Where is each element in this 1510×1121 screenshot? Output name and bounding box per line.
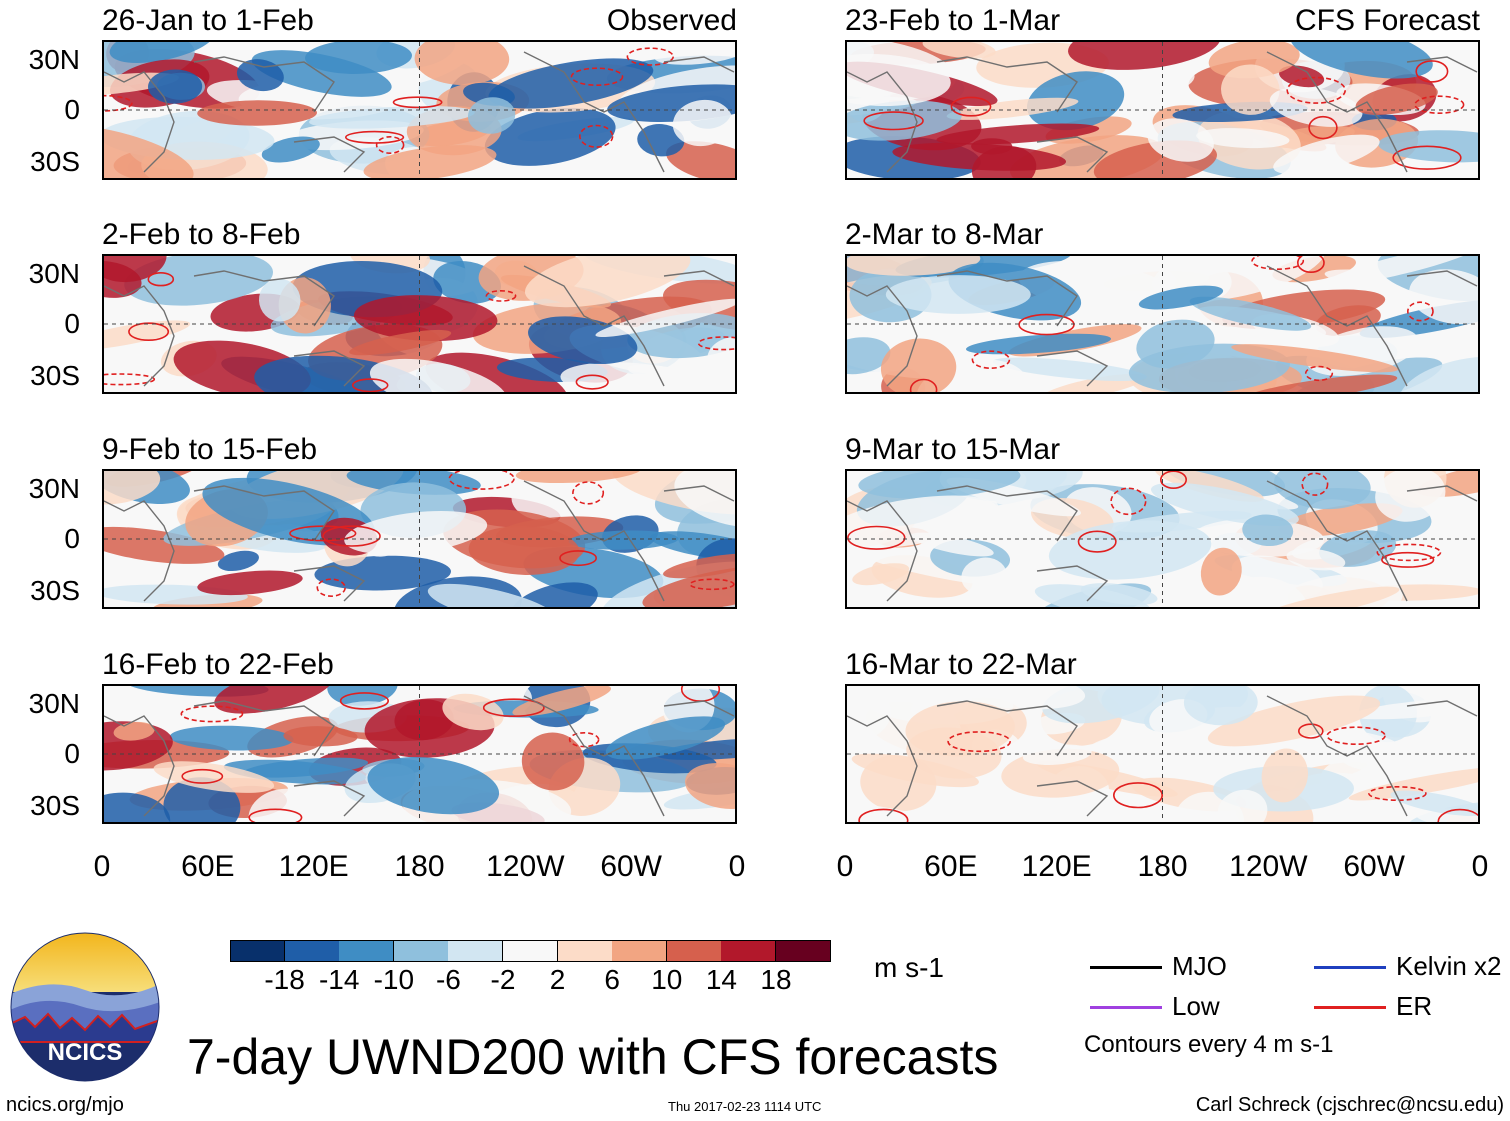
- y-tick-label: 0: [64, 94, 80, 125]
- colorbar-tick-label: 2: [549, 964, 566, 995]
- x-tick-label: 180: [1137, 850, 1188, 883]
- colorbar-swatch: [284, 940, 340, 962]
- y-tick-label: 30N: [28, 258, 80, 289]
- colorbar-swatch: [230, 940, 286, 962]
- panel-column-header: Observed: [606, 4, 737, 37]
- legend-line: [1090, 966, 1162, 969]
- x-tick-label: 60W: [1343, 850, 1405, 883]
- logo-text: NCICS: [48, 1039, 123, 1066]
- legend-line: [1314, 966, 1386, 969]
- panel-map: [102, 254, 737, 394]
- anomaly-field: [104, 686, 735, 822]
- colorbar-tick-label: -18: [264, 964, 305, 995]
- colorbar-swatch: [503, 940, 559, 962]
- x-tick-label: 120W: [1229, 850, 1308, 883]
- colorbar-swatch: [339, 940, 395, 962]
- x-tick-label: 0: [836, 850, 854, 883]
- y-tick-label: 30S: [30, 790, 80, 821]
- panel-period-title: 9-Mar to 15-Mar: [845, 433, 1061, 466]
- anomaly-field: [847, 471, 1478, 607]
- y-tick-label: 0: [64, 738, 80, 769]
- colorbar-tick-label: -6: [435, 964, 461, 995]
- colorbar-swatch: [448, 940, 504, 962]
- x-tick-label: 120E: [278, 850, 349, 883]
- panel-map: [102, 40, 737, 180]
- colorbar-tick-label: -14: [318, 964, 360, 995]
- colorbar-tick-label: -2: [490, 964, 516, 995]
- legend-line: [1314, 1006, 1386, 1009]
- colorbar-tick-label: -10: [373, 964, 415, 995]
- colorbar-units: m s-1: [874, 952, 944, 983]
- panel-column-header: CFS Forecast: [1294, 4, 1480, 37]
- panel-period-title: 9-Feb to 15-Feb: [102, 433, 318, 466]
- colorbar-tick-label: 6: [604, 964, 620, 995]
- credit[interactable]: Carl Schreck (cjschrec@ncsu.edu): [1195, 1094, 1504, 1116]
- x-tick-label: 120W: [486, 850, 565, 883]
- x-tick-label: 180: [394, 850, 445, 883]
- panel-map: [845, 684, 1480, 824]
- x-tick-label: 0: [728, 850, 746, 883]
- panel-map: [102, 469, 737, 609]
- y-tick-label: 30N: [28, 473, 80, 504]
- legend-label: Low: [1172, 991, 1220, 1021]
- colorbar-swatch: [666, 940, 722, 962]
- panel-map: [845, 254, 1480, 394]
- legend-label: MJO: [1172, 951, 1227, 981]
- y-tick-label: 30S: [30, 146, 80, 177]
- panel-period-title: 23-Feb to 1-Mar: [845, 4, 1061, 37]
- ncics-logo: NCICS: [10, 932, 160, 1082]
- panel-period-title: 16-Mar to 22-Mar: [845, 648, 1077, 681]
- panel-map: [845, 40, 1480, 180]
- panel-period-title: 2-Mar to 8-Mar: [845, 218, 1044, 251]
- colorbar-swatch: [393, 940, 449, 962]
- panel-map: [102, 684, 737, 824]
- colorbar-swatch: [557, 940, 613, 962]
- panel-period-title: 26-Jan to 1-Feb: [102, 4, 314, 37]
- colorbar-swatch: [721, 940, 777, 962]
- timestamp: Thu 2017-02-23 1114 UTC: [668, 1099, 822, 1114]
- anomaly-field: [104, 471, 735, 607]
- logo-graphic: NCICS: [10, 932, 160, 1082]
- panel-period-title: 16-Feb to 22-Feb: [102, 648, 334, 681]
- anomaly-field: [104, 256, 735, 392]
- source-url[interactable]: ncics.org/mjo: [6, 1094, 124, 1116]
- x-tick-label: 60E: [924, 850, 978, 883]
- legend-line: [1090, 1006, 1162, 1009]
- anomaly-field: [847, 256, 1478, 392]
- colorbar-tick-label: 14: [705, 964, 737, 995]
- anomaly-field: [847, 686, 1478, 822]
- x-tick-label: 60E: [181, 850, 235, 883]
- y-tick-label: 0: [64, 523, 80, 554]
- anomaly-field: [104, 42, 735, 178]
- x-tick-label: 0: [93, 850, 111, 883]
- panel-map: [845, 469, 1480, 609]
- x-tick-label: 120E: [1021, 850, 1092, 883]
- legend-label: ER: [1396, 991, 1433, 1021]
- figure-title: 7-day UWND200 with CFS forecasts: [187, 1029, 999, 1085]
- y-tick-label: 30S: [30, 575, 80, 606]
- colorbar-swatch: [776, 940, 832, 962]
- x-tick-label: 60W: [600, 850, 662, 883]
- legend-label: Kelvin x2: [1396, 951, 1502, 981]
- panel-period-title: 2-Feb to 8-Feb: [102, 218, 301, 251]
- colorbar-tick-label: 10: [651, 964, 683, 995]
- y-tick-label: 30N: [28, 688, 80, 719]
- anomaly-field: [847, 42, 1478, 178]
- y-tick-label: 0: [64, 308, 80, 339]
- colorbar-swatch: [612, 940, 668, 962]
- y-tick-label: 30S: [30, 360, 80, 391]
- y-tick-label: 30N: [28, 44, 80, 75]
- colorbar-tick-label: 18: [760, 964, 792, 995]
- contour-note: Contours every 4 m s-1: [1084, 1031, 1334, 1058]
- x-tick-label: 0: [1471, 850, 1489, 883]
